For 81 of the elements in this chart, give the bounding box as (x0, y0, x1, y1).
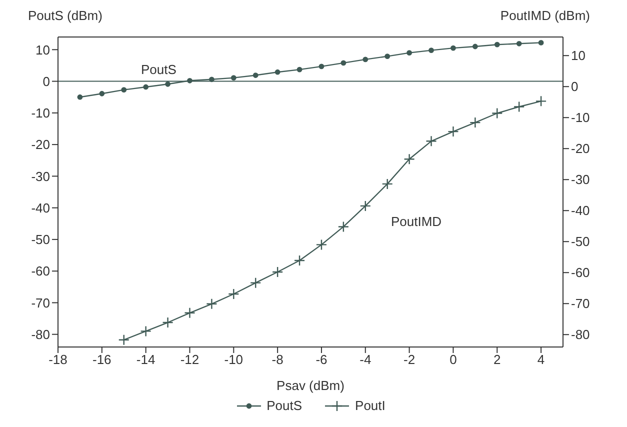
y2-tick-label: -70 (571, 296, 590, 312)
point (296, 66, 302, 72)
x-tick-label: 2 (494, 352, 501, 368)
point (338, 221, 350, 232)
point (538, 40, 544, 46)
x-tick-label: -18 (48, 352, 68, 368)
x-tick-label: -10 (224, 352, 244, 368)
point (206, 298, 218, 310)
y-tick-label: -80 (31, 326, 50, 342)
point (208, 76, 214, 82)
y2-tick-label: -80 (571, 327, 590, 342)
point (472, 44, 478, 50)
y-tick-label: -20 (31, 137, 50, 152)
y-axis-title: PoutS (dBm) (28, 8, 102, 23)
annotation: PoutIMD (391, 214, 442, 229)
y2-axis-title: PoutIMD (dBm) (500, 8, 590, 23)
point (250, 277, 262, 288)
point (406, 50, 412, 56)
point (470, 116, 481, 128)
y-tick-label: 10 (36, 42, 50, 58)
y2-tick-label: -30 (571, 172, 590, 188)
point (316, 239, 328, 250)
x-tick-label: -14 (136, 352, 156, 368)
point (99, 90, 105, 96)
point (165, 81, 170, 87)
point (140, 326, 152, 337)
y2-tick-label: 10 (571, 48, 586, 64)
y2-tick-label: -60 (571, 265, 590, 280)
y-tick-label: -40 (31, 200, 50, 216)
y2-tick-label: -20 (571, 141, 590, 156)
point (162, 316, 174, 328)
x-tick-label: -12 (180, 352, 200, 368)
y-tick-label: -70 (31, 295, 50, 310)
point (382, 178, 393, 190)
point (494, 42, 500, 48)
point (230, 75, 236, 81)
point (448, 126, 459, 138)
point (187, 78, 192, 84)
x-tick-label: 0 (450, 352, 457, 368)
point (318, 64, 324, 70)
x-tick-label: 4 (537, 352, 545, 368)
legend-label: PoutI (355, 398, 386, 413)
point (492, 108, 503, 119)
point (340, 60, 346, 66)
x-tick-label: -6 (316, 352, 328, 368)
x-tick-label: -4 (360, 352, 372, 368)
point (384, 54, 390, 59)
point (77, 94, 83, 100)
point (513, 101, 525, 112)
y-tick-label: 0 (42, 74, 50, 89)
point (143, 84, 149, 90)
x-tick-label: -2 (404, 352, 416, 368)
point (535, 96, 547, 107)
point (272, 266, 284, 278)
point (360, 200, 371, 212)
point (274, 69, 280, 75)
point (428, 48, 434, 53)
point (252, 72, 258, 78)
x-tick-label: -16 (92, 352, 112, 368)
x-axis-title: Psav (dBm) (276, 378, 344, 393)
point (121, 87, 127, 93)
y-tick-label: -60 (31, 264, 50, 279)
point (228, 288, 240, 300)
point (516, 40, 522, 46)
y-tick-label: -10 (31, 106, 50, 121)
annotation: PoutS (141, 62, 176, 77)
y-tick-label: -50 (31, 232, 50, 248)
y2-tick-label: -50 (571, 234, 590, 250)
point (294, 254, 306, 266)
point (426, 136, 437, 147)
x-tick-label: -8 (272, 352, 284, 368)
point (404, 154, 415, 165)
point (450, 45, 456, 51)
point (362, 56, 368, 62)
legend-label: PoutS (266, 398, 302, 413)
y2-tick-label: -10 (571, 110, 590, 126)
y-tick-label: -30 (31, 168, 50, 184)
y2-tick-label: -40 (571, 203, 590, 218)
point (118, 334, 130, 346)
point (184, 307, 196, 318)
y2-tick-label: 0 (571, 79, 578, 94)
